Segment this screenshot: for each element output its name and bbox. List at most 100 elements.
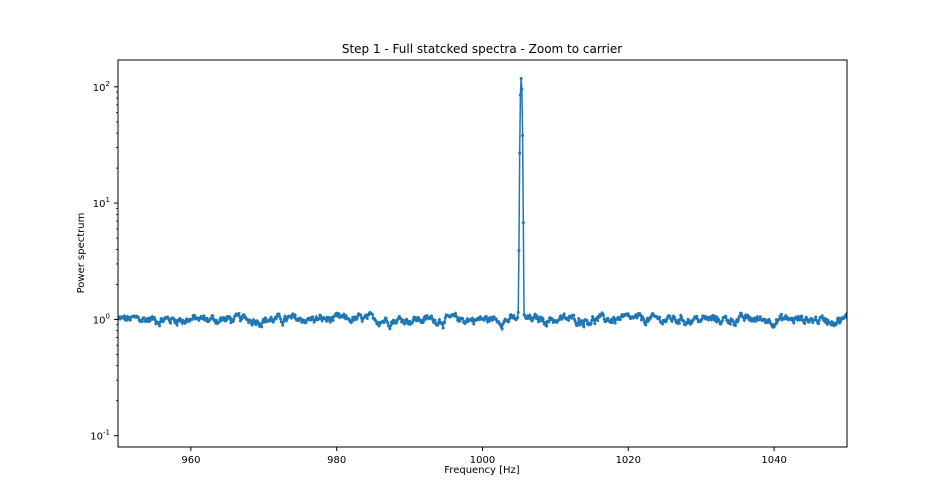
- data-point: [401, 318, 405, 322]
- data-point: [512, 314, 516, 318]
- data-point: [606, 316, 610, 320]
- series-spectrum: [118, 76, 847, 332]
- data-point: [817, 322, 821, 326]
- data-point: [183, 321, 187, 325]
- data-point: [123, 314, 127, 318]
- data-point: [304, 320, 308, 324]
- data-point: [521, 134, 525, 138]
- data-point: [574, 321, 578, 325]
- data-point: [441, 326, 445, 330]
- data-point: [535, 314, 539, 318]
- data-point: [713, 314, 717, 318]
- data-point: [351, 319, 355, 323]
- data-point: [237, 311, 241, 315]
- data-point: [739, 311, 743, 315]
- x-tick-label: 960: [181, 455, 200, 466]
- data-point: [344, 314, 348, 318]
- y-axis-label: Power spectrum: [76, 213, 87, 294]
- data-point: [664, 320, 668, 324]
- data-point: [547, 320, 551, 324]
- plot-area: [118, 76, 847, 332]
- data-point: [682, 319, 686, 323]
- data-point: [242, 313, 246, 317]
- data-point: [602, 317, 606, 321]
- data-point: [537, 320, 541, 324]
- data-point: [700, 318, 704, 322]
- data-point: [260, 325, 264, 329]
- data-point: [541, 317, 545, 321]
- data-point: [205, 316, 209, 320]
- data-point: [425, 314, 429, 318]
- data-point: [817, 318, 821, 322]
- data-point: [518, 93, 522, 97]
- data-point: [168, 321, 172, 325]
- data-point: [829, 323, 833, 327]
- data-point: [644, 323, 648, 327]
- data-point: [240, 317, 244, 321]
- plot-frame: [117, 59, 848, 448]
- data-point: [405, 319, 409, 323]
- data-point: [330, 316, 334, 320]
- data-point: [374, 319, 378, 323]
- data-point: [384, 317, 388, 321]
- data-point: [500, 327, 504, 331]
- data-point: [293, 313, 297, 317]
- data-point: [411, 320, 415, 324]
- data-point: [658, 315, 662, 319]
- data-point: [517, 249, 521, 253]
- data-point: [670, 319, 674, 323]
- data-point: [264, 317, 268, 321]
- data-point: [232, 318, 236, 322]
- data-point: [399, 317, 403, 321]
- data-point: [725, 318, 729, 322]
- data-point: [518, 151, 522, 155]
- data-point: [560, 317, 564, 321]
- data-point: [720, 319, 724, 323]
- data-point: [585, 318, 589, 322]
- data-point: [830, 320, 834, 324]
- data-point: [283, 314, 287, 318]
- data-point: [668, 314, 672, 318]
- data-point: [225, 318, 229, 322]
- x-axis: 960 980 1000 1020 1040: [181, 447, 787, 466]
- data-point: [649, 316, 653, 320]
- data-point: [429, 314, 433, 318]
- data-point: [128, 318, 132, 322]
- chart-title: Step 1 - Full statcked spectra - Zoom to…: [342, 42, 622, 56]
- data-point: [758, 315, 762, 319]
- data-point: [437, 318, 441, 322]
- data-point: [160, 317, 164, 321]
- data-point: [268, 319, 272, 323]
- data-point: [777, 317, 781, 321]
- data-point: [562, 312, 566, 316]
- data-point: [175, 323, 179, 327]
- data-point: [302, 318, 306, 322]
- data-point: [589, 321, 593, 325]
- data-point: [454, 312, 458, 316]
- data-point: [507, 317, 511, 321]
- data-point: [582, 325, 586, 329]
- data-point: [575, 324, 579, 328]
- data-point: [610, 321, 614, 325]
- data-point: [567, 318, 571, 322]
- data-point: [389, 324, 393, 328]
- data-point: [403, 321, 407, 325]
- data-point: [211, 314, 215, 318]
- data-point: [677, 321, 681, 325]
- data-point: [193, 313, 197, 317]
- data-point: [494, 317, 498, 321]
- data-point: [572, 313, 576, 317]
- data-point: [158, 324, 162, 328]
- data-point: [680, 315, 684, 319]
- data-point: [521, 221, 525, 225]
- data-point: [738, 314, 742, 318]
- data-point: [529, 315, 533, 319]
- data-point: [661, 322, 665, 326]
- data-point: [709, 318, 713, 322]
- data-point: [238, 319, 242, 323]
- data-point: [482, 318, 486, 322]
- y-tick-label: 100: [93, 312, 110, 326]
- series-line: [118, 78, 847, 332]
- data-point: [228, 315, 232, 319]
- data-point: [515, 316, 519, 320]
